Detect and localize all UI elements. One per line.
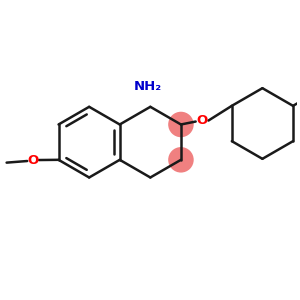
Text: O: O	[196, 114, 207, 127]
Circle shape	[168, 112, 194, 137]
Text: O: O	[28, 154, 39, 167]
Circle shape	[168, 147, 194, 172]
Text: NH₂: NH₂	[133, 80, 161, 93]
